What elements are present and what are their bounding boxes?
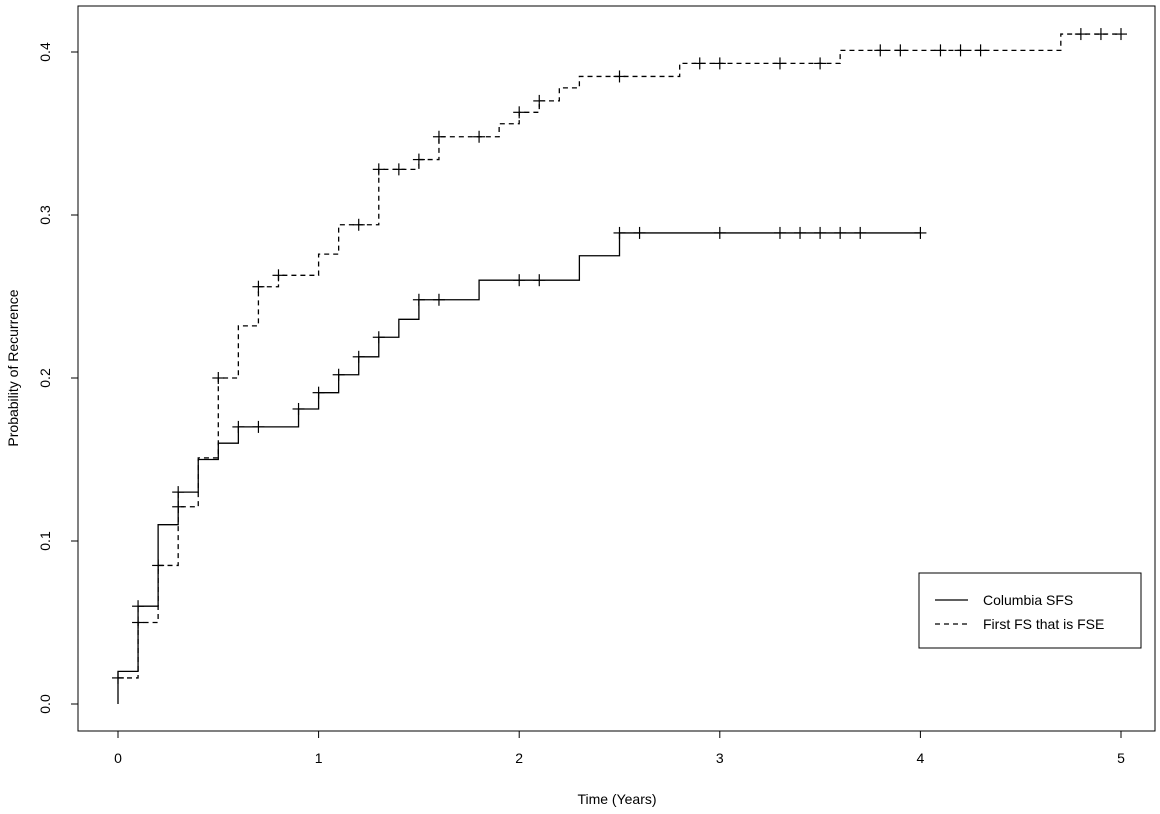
y-axis: 0.0 0.1 0.2 0.3 0.4 <box>37 42 79 714</box>
y-tick-label: 0.4 <box>37 42 53 62</box>
x-tick-label: 1 <box>315 750 323 766</box>
y-axis-label: Probability of Recurrence <box>5 289 21 446</box>
y-tick-label: 0.0 <box>37 694 53 714</box>
legend-label-1: First FS that is FSE <box>983 616 1104 632</box>
legend-box <box>918 572 1142 649</box>
x-tick-label: 4 <box>917 750 925 766</box>
y-tick-label: 0.1 <box>37 531 53 551</box>
series-layer <box>112 28 1127 704</box>
legend-label-0: Columbia SFS <box>983 592 1073 608</box>
x-tick-label: 5 <box>1117 750 1125 766</box>
step-line <box>118 33 1121 679</box>
y-tick-label: 0.2 <box>37 368 53 388</box>
y-tick-label: 0.3 <box>37 205 53 225</box>
x-tick-label: 0 <box>114 750 122 766</box>
series-0 <box>117 226 927 704</box>
x-axis-label: Time (Years) <box>577 791 656 807</box>
series-1 <box>112 28 1127 684</box>
step-line <box>117 232 921 704</box>
legend: Columbia SFS First FS that is FSE <box>918 572 1142 649</box>
x-tick-label: 2 <box>515 750 523 766</box>
x-tick-label: 3 <box>716 750 724 766</box>
x-axis: 0 1 2 3 4 5 <box>114 730 1125 766</box>
